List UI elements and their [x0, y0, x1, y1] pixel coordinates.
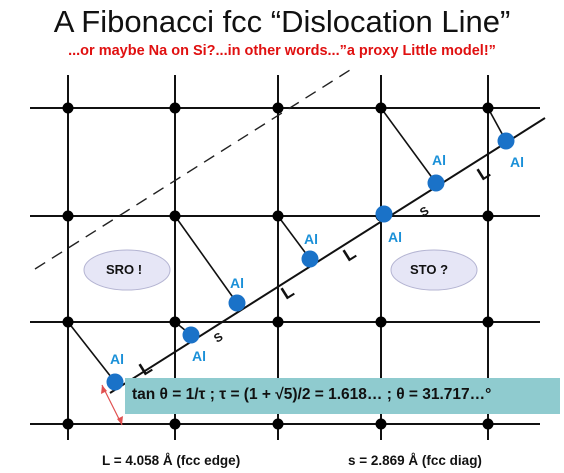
al-atom-label: Al: [230, 275, 244, 291]
al-atom: [228, 294, 246, 312]
lattice-node: [272, 418, 284, 430]
lattice-node: [272, 316, 284, 328]
lattice-node: [62, 316, 74, 328]
al-atom-label: Al: [510, 154, 524, 170]
lattice-node: [375, 418, 387, 430]
al-atom: [301, 250, 319, 268]
al-atom-label: Al: [192, 348, 206, 364]
page-title: A Fibonacci fcc “Dislocation Line”: [53, 4, 511, 39]
lattice-node: [272, 210, 284, 222]
page-subtitle: ...or maybe Na on Si?...in other words..…: [68, 43, 496, 59]
al-atom: [427, 174, 445, 192]
formula-text: tan θ = 1/τ ; τ = (1 + √5)/2 = 1.618… ; …: [132, 386, 492, 403]
al-atom: [497, 132, 515, 150]
sro-oval: [83, 249, 171, 291]
lattice-node: [272, 102, 284, 114]
footer-right: s = 2.869 Å (fcc diag): [348, 453, 482, 468]
al-atom: [106, 373, 124, 391]
lattice-node: [169, 418, 181, 430]
al-atom-label: Al: [304, 231, 318, 247]
sto-oval: [390, 249, 478, 291]
connector-lines: [67, 107, 507, 383]
lattice-node: [62, 418, 74, 430]
lattice-node: [169, 316, 181, 328]
angle-arrow-head-top: [101, 385, 107, 394]
sro-label: SRO !: [106, 262, 143, 277]
segment-label-long: L: [278, 281, 298, 304]
lattice-node: [62, 102, 74, 114]
formula-box: [125, 378, 560, 414]
dashed-line: [34, 69, 351, 270]
segment-label-long: L: [340, 243, 360, 266]
al-atom-label: Al: [388, 229, 402, 245]
lattice-node: [62, 210, 74, 222]
lattice-node: [482, 316, 494, 328]
lattice-node: [482, 102, 494, 114]
lattice-node: [375, 316, 387, 328]
al-atoms: Al Al Al Al Al Al Al: [106, 132, 524, 391]
lattice-node: [482, 418, 494, 430]
lattice-nodes: [62, 102, 494, 430]
segment-label-short: S: [211, 329, 225, 345]
dislocation-line: [109, 117, 546, 394]
connector-line: [277, 215, 311, 260]
al-atom: [182, 326, 200, 344]
lattice-node: [482, 210, 494, 222]
segment-label-short: S: [417, 203, 431, 219]
connector-line: [67, 321, 116, 383]
lattice-node: [169, 102, 181, 114]
segment-label-long: L: [474, 162, 494, 185]
footer-left: L = 4.058 Å (fcc edge): [102, 453, 241, 468]
al-atom-label: Al: [110, 351, 124, 367]
connector-line: [380, 107, 437, 184]
sto-label: STO ?: [410, 262, 449, 277]
al-atom-label: Al: [432, 152, 446, 168]
lattice-node: [375, 102, 387, 114]
al-atom: [375, 205, 393, 223]
angle-arrow-head-bottom: [117, 416, 123, 425]
lattice-node: [169, 210, 181, 222]
connector-line: [174, 215, 238, 304]
